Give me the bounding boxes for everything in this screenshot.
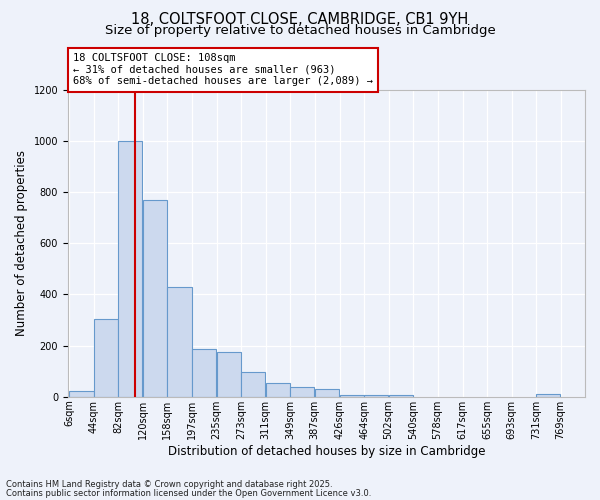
Bar [364,394,388,397]
Bar [70,391,94,397]
Bar [266,382,290,397]
Text: Size of property relative to detached houses in Cambridge: Size of property relative to detached ho… [104,24,496,37]
Bar [389,395,413,397]
Text: Contains HM Land Registry data © Crown copyright and database right 2025.: Contains HM Land Registry data © Crown c… [6,480,332,489]
Bar [193,350,217,397]
Bar [290,386,314,397]
Bar [143,200,167,397]
Bar [217,352,241,397]
Y-axis label: Number of detached properties: Number of detached properties [15,150,28,336]
Bar [94,318,118,397]
X-axis label: Distribution of detached houses by size in Cambridge: Distribution of detached houses by size … [168,444,485,458]
Text: 18, COLTSFOOT CLOSE, CAMBRIDGE, CB1 9YH: 18, COLTSFOOT CLOSE, CAMBRIDGE, CB1 9YH [131,12,469,28]
Bar [340,394,364,397]
Text: Contains public sector information licensed under the Open Government Licence v3: Contains public sector information licen… [6,488,371,498]
Bar [241,372,265,397]
Text: 18 COLTSFOOT CLOSE: 108sqm
← 31% of detached houses are smaller (963)
68% of sem: 18 COLTSFOOT CLOSE: 108sqm ← 31% of deta… [73,54,373,86]
Bar [167,286,192,397]
Bar [118,141,142,397]
Bar [536,394,560,397]
Bar [314,389,340,397]
